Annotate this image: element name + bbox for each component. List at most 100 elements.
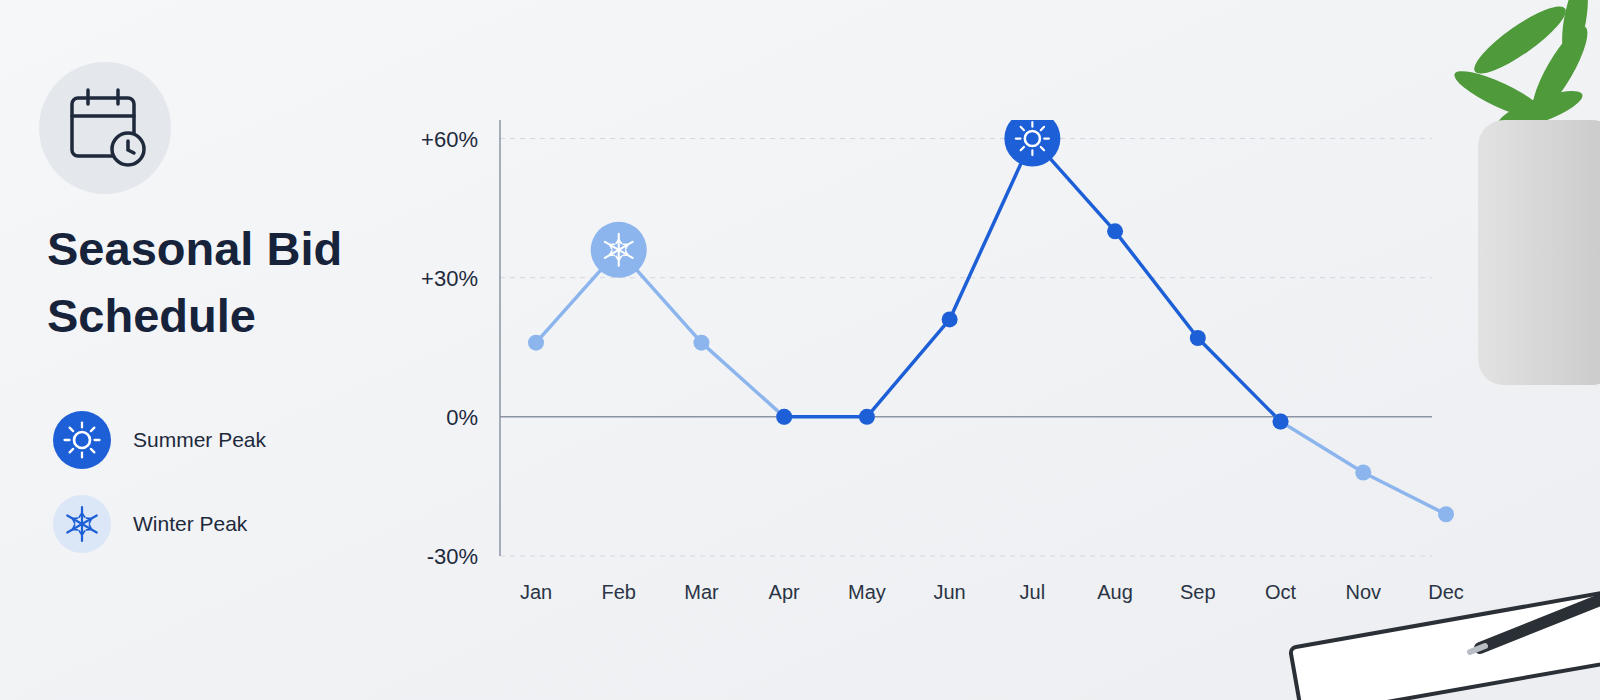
title-line: Schedule [47,289,256,342]
snow-branch [626,245,628,249]
point [693,335,709,351]
background [0,0,1600,700]
snow-arm [605,242,633,258]
sun-ray [65,439,70,441]
x-tick-label: Apr [769,581,800,603]
snow-branch [79,531,82,535]
point [776,409,792,425]
snow-branch [72,525,74,530]
snow-branch [89,518,91,523]
sun-ray [1031,122,1033,127]
calendar-bar [72,114,134,118]
clock-hands [128,141,134,153]
snow-branch [86,529,91,531]
peak-marker [591,222,647,278]
sun-ray [70,449,73,452]
title-line: Seasonal Bid [47,222,342,275]
legend-label: Winter Peak [133,512,248,535]
x-tick-label: Oct [1265,581,1297,603]
point [859,409,875,425]
legend-swatch [53,495,111,553]
axes: -30% 0% +30% +60% Jan Feb Mar Apr May Jun Jul Aug Se… [421,120,1464,603]
title: Seasonal Bid Schedule [47,222,342,342]
header-icon-bg [39,62,171,194]
x-tick-label: Sep [1180,581,1216,603]
calendar-icon [72,90,144,165]
point [1273,413,1289,429]
sun-ray [91,428,94,431]
notebook [1290,589,1600,700]
point [776,409,792,425]
y-axis [499,120,501,556]
decoration [1290,0,1600,700]
grid-line [500,556,1432,557]
point [528,335,544,351]
series-line [536,250,1446,514]
plot-area [528,120,1454,522]
x-tick-label: Feb [601,581,635,603]
snowflake-icon [67,507,96,541]
sun-core [1025,131,1040,146]
sun-ray [81,453,83,458]
sun-core [74,432,90,448]
x-tick-label: Dec [1428,581,1464,603]
snow-arm [605,242,633,258]
point [1273,413,1289,429]
snow-branch [619,239,622,243]
x-tick-label: May [848,581,886,603]
sun-ray [70,428,73,431]
x-tick-label: Aug [1097,581,1133,603]
snow-arm [67,516,96,533]
y-tick-label: +60% [421,127,478,152]
pen-tip [1470,646,1485,652]
leaf [1557,0,1593,61]
x-tick-label: Jun [934,581,966,603]
point [1190,330,1206,346]
sun-ray [1041,147,1044,150]
snow-branch [82,513,85,517]
calendar-ring [86,90,90,104]
series-line [784,139,1280,422]
y-tick-label: +30% [421,266,478,291]
snow-branch [616,256,619,260]
sun-ray [1021,147,1024,150]
sun-ray [1044,137,1049,139]
snowflake-icon [605,234,633,266]
pen [1480,600,1600,648]
y-tick-label: 0% [446,405,478,430]
point [1438,506,1454,522]
x-tick-label: Jul [1020,581,1046,603]
sun-ray [1041,127,1044,130]
sun-ray [91,449,94,452]
y-tick-label: -30% [427,544,478,569]
point [942,311,958,327]
point [1107,223,1123,239]
sun-ray [1031,150,1033,155]
sun-ray [1021,127,1024,130]
sun-icon [1016,122,1049,155]
snow-branch [72,517,77,519]
clock-face [112,133,144,165]
snow-branch [610,251,612,255]
snow-branch [610,244,615,246]
legend: Summer Peak Winter Peak [53,411,267,553]
zero-line [500,416,1432,418]
x-tick-label: Mar [684,581,719,603]
peak-circle [591,222,647,278]
snow-arm [67,516,96,533]
x-tick-label: Nov [1345,581,1381,603]
snow-branch [623,254,628,256]
sun-icon [65,423,100,458]
sun-ray [1016,137,1021,139]
legend-label: Summer Peak [133,428,267,451]
chart: Seasonal Bid Schedule -30% 0% +30% +60% Jan Feb… [0,0,1600,700]
grid-line [500,138,1432,139]
calendar-ring [116,90,120,104]
peak-circle [1004,120,1060,167]
x-tick-label: Jan [520,581,552,603]
plant-pot [1478,120,1600,385]
sun-ray [81,423,83,428]
grid-line [500,277,1432,278]
legend-swatch [53,411,111,469]
peak-marker [1004,120,1060,167]
